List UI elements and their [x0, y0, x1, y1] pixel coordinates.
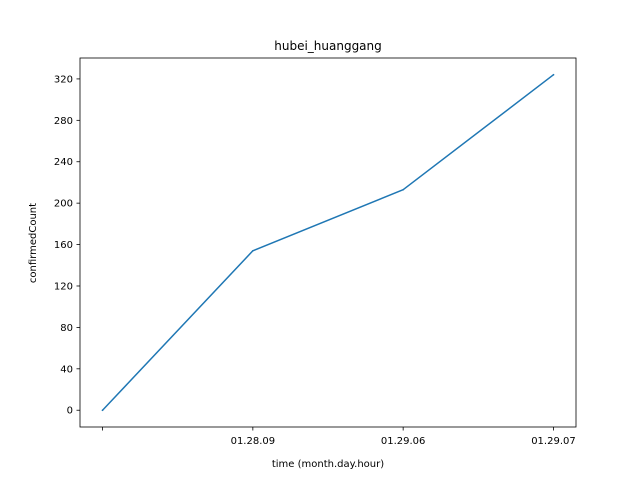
data-point-0-1	[252, 249, 254, 252]
chart-title: hubei_huanggang	[274, 39, 382, 53]
y-tick-label-8: 320	[54, 74, 73, 85]
x-tick-label-2: 01.29.06	[381, 436, 426, 447]
y-tick-label-5: 200	[54, 199, 73, 210]
y-axis-label: confirmedCount	[28, 203, 39, 283]
series-line-0	[101, 73, 555, 412]
x-tick-label-1: 01.28.09	[231, 436, 276, 447]
y-tick-label-4: 160	[54, 240, 73, 251]
y-tick-label-3: 120	[54, 281, 73, 292]
x-axis-label: time (month.day.hour)	[272, 459, 384, 470]
axes-frame	[79, 57, 577, 428]
x-tick-label-3: 01.29.07	[531, 436, 576, 447]
y-tick-label-2: 80	[60, 323, 73, 334]
y-tick-label-7: 280	[54, 116, 73, 127]
y-tick-label-1: 40	[60, 364, 73, 375]
plot-area: 01.28.09 01.29.06 01.29.07 0 40 80 120 160 200 24…	[54, 57, 577, 447]
data-point-0-2	[402, 188, 404, 191]
data-point-0-3	[552, 73, 555, 76]
y-tick-label-0: 0	[67, 406, 73, 417]
y-tick-label-6: 240	[54, 157, 73, 168]
data-point-0-0	[101, 409, 104, 412]
